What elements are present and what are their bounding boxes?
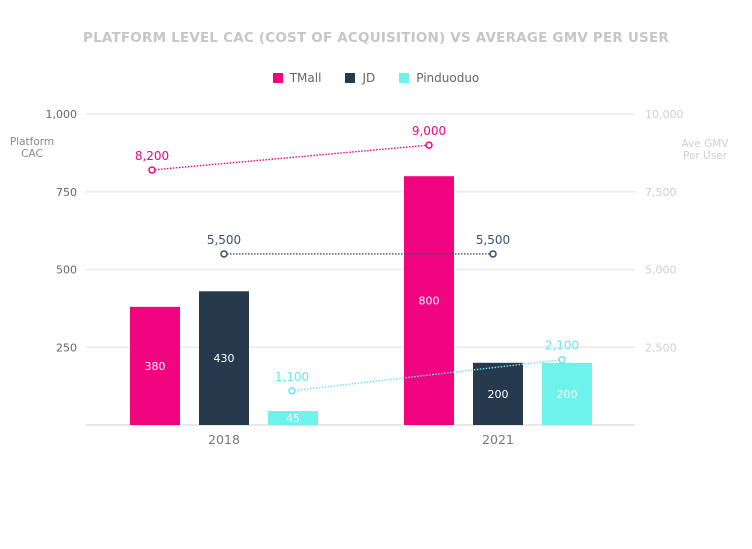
legend-swatch-jd [345, 73, 356, 83]
gmv-data-label: 8,200 [135, 149, 169, 163]
legend-label-pinduoduo: Pinduoduo [416, 71, 480, 85]
gmv-marker [220, 250, 228, 258]
y-tick-label: 1,000 [46, 108, 78, 121]
gmv-line-pinduoduo [291, 358, 563, 392]
gmv-data-label: 9,000 [412, 124, 446, 138]
y-tick-label: 500 [56, 264, 77, 277]
gmv-marker [558, 355, 566, 364]
legend-swatch-tmall [272, 73, 283, 83]
legend: TMall JD Pinduoduo [0, 71, 752, 85]
gmv-data-label: 2,100 [545, 339, 579, 353]
gmv-data-label: 5,500 [207, 233, 241, 247]
bar-tmall [404, 176, 454, 425]
y-axis-title: Platform [10, 136, 54, 148]
y-tick-label: 750 [56, 186, 77, 199]
gmv-data-label: 5,500 [476, 233, 510, 247]
y-axis-title: CAC [21, 148, 43, 160]
gmv-marker [288, 387, 296, 395]
x-tick-label: 2021 [482, 432, 514, 447]
legend-label-jd: JD [362, 71, 376, 85]
bar-data-label: 200 [557, 388, 578, 401]
y2-tick-label: 2,500 [645, 341, 677, 354]
chart-title: PLATFORM LEVEL CAC (COST OF ACQUISITION)… [82, 30, 669, 46]
y-tick-label: 250 [56, 341, 77, 354]
bar-pinduoduo [542, 362, 592, 425]
gmv-line-tmall [151, 144, 430, 171]
bar-data-label: 200 [488, 388, 509, 401]
legend-swatch-pinduoduo [399, 73, 410, 83]
y2-axis-title: Per User [683, 150, 728, 162]
gmv-marker [489, 250, 497, 258]
y2-tick-label: 10,000 [645, 108, 684, 121]
bar-data-label: 45 [286, 412, 300, 425]
bar-tmall [130, 306, 180, 425]
bar-jd [473, 362, 523, 425]
legend-item-tmall[interactable]: TMall [272, 71, 322, 85]
bar-data-label: 380 [145, 360, 166, 373]
gmv-data-label: 1,100 [275, 370, 309, 384]
bar-pinduoduo [268, 411, 318, 425]
bar-data-label: 800 [419, 295, 440, 308]
gmv-marker [425, 141, 433, 149]
bar-data-label: 430 [214, 352, 235, 365]
y2-tick-label: 7,500 [645, 186, 677, 199]
x-tick-label: 2018 [208, 432, 240, 447]
legend-label-tmall: TMall [289, 71, 322, 85]
bar-jd [199, 291, 249, 425]
legend-item-jd[interactable]: JD [345, 71, 375, 85]
y2-tick-label: 5,000 [645, 264, 677, 277]
gmv-marker [148, 166, 156, 174]
y2-axis-title: Ave GMV [682, 138, 730, 150]
legend-item-pinduoduo[interactable]: Pinduoduo [399, 71, 479, 85]
